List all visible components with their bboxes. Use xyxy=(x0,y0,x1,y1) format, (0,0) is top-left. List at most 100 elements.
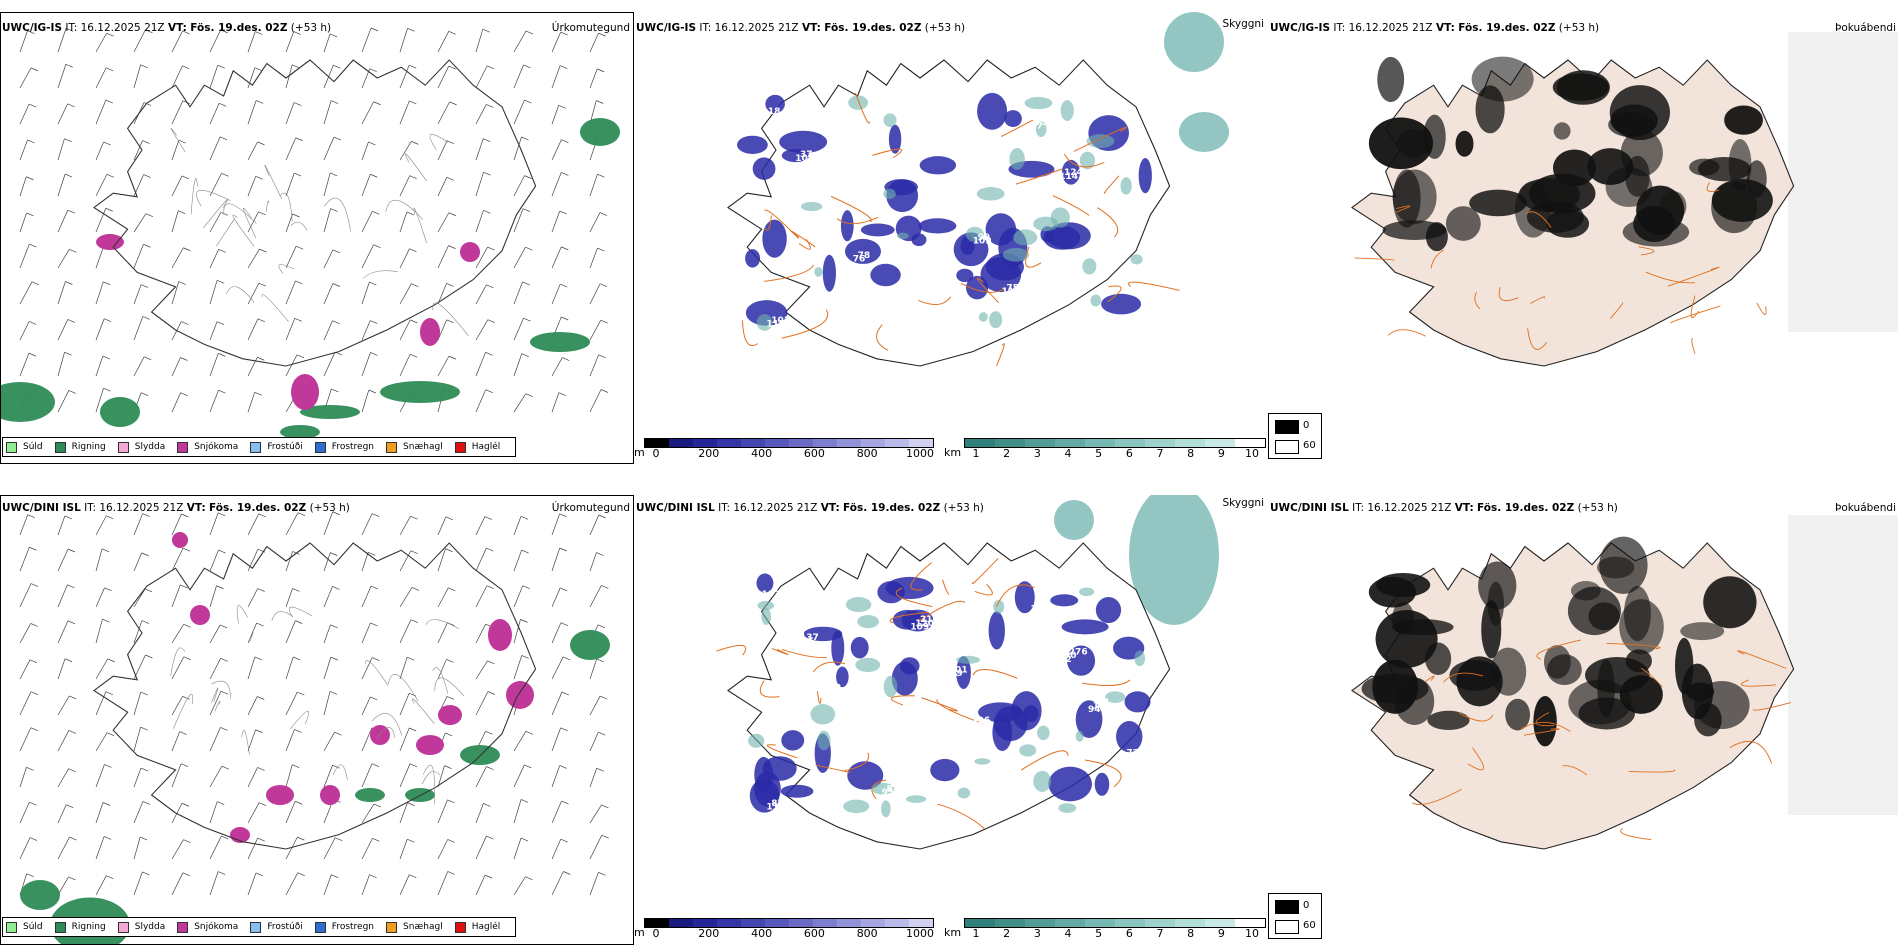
legend-item: Súld xyxy=(6,441,43,453)
ceiling-value-label: 114 xyxy=(1059,172,1078,182)
ceiling-value-label: 79 xyxy=(829,201,842,211)
colorbar-tick: 0 xyxy=(652,447,660,460)
ceiling-value-label: 99 xyxy=(978,233,991,243)
ceiling-value-label: 105 xyxy=(882,305,901,315)
ceiling-value-label: 87 xyxy=(886,784,899,794)
vt-value: Fös. 19.des. 02Z xyxy=(1477,502,1575,514)
ceiling-value-label: 164 xyxy=(1117,273,1136,283)
ceiling-value-label: 126 xyxy=(1002,770,1021,780)
it-label: IT: xyxy=(84,502,97,514)
ceiling-value-label: 195 xyxy=(795,637,814,647)
colorbar-tick: 200 xyxy=(698,447,720,460)
legend-swatch xyxy=(54,921,66,933)
ceiling-value-label: 72 xyxy=(915,136,928,146)
colorbar-tick: 7 xyxy=(1156,927,1164,940)
legend-item: Snjókoma xyxy=(177,441,238,453)
it-label: IT: xyxy=(718,502,731,514)
legend-label: Snæhagl xyxy=(403,922,443,932)
legend-label: Rigning xyxy=(71,922,106,932)
it-value: 16.12.2025 21Z xyxy=(99,502,184,514)
model-name: UWC/IG-IS xyxy=(636,22,697,34)
vt-label: VT: xyxy=(801,22,821,34)
legend-item: Rigning xyxy=(54,921,106,933)
vt-label: VT: xyxy=(1435,22,1455,34)
colorbar-tick: 5 xyxy=(1095,927,1103,940)
it-value: 16.12.2025 21Z xyxy=(733,502,818,514)
ceiling-value-label: 101 xyxy=(853,738,872,748)
legend-item: Frostúði xyxy=(250,441,303,453)
colorbar-tick: 200 xyxy=(698,927,720,940)
ceiling-value-label: 27 xyxy=(1030,121,1043,131)
ceiling-value-label: 75 xyxy=(1035,118,1048,128)
header-row2-panel2: UWC/DINI ISL IT: 16.12.2025 21Z VT: Fös.… xyxy=(636,502,984,514)
model-name: UWC/DINI ISL xyxy=(2,502,81,514)
header-row2-panel1: UWC/DINI ISL IT: 16.12.2025 21Z VT: Fös.… xyxy=(2,502,350,514)
ceiling-value-label: 117 xyxy=(939,673,958,683)
precip-type-panel-row1 xyxy=(0,12,634,464)
ceiling-value-label: 100 xyxy=(910,139,929,149)
vt-label: VT: xyxy=(820,502,840,514)
ceiling-value-label: 121 xyxy=(944,186,963,196)
ceiling-value-label: 129 xyxy=(944,669,963,679)
ceiling-value-label: 137 xyxy=(800,633,819,643)
colorbar-tick: 800 xyxy=(856,927,878,940)
lead-time: (+53 h) xyxy=(1577,502,1618,514)
it-value: 16.12.2025 21Z xyxy=(1348,22,1433,34)
ceiling-value-label: 95 xyxy=(882,788,895,798)
legend-swatch xyxy=(6,441,17,453)
ceiling-value-label: 90 xyxy=(1064,651,1077,661)
ceiling-value-label: 115 xyxy=(766,802,785,812)
lead-time: (+53 h) xyxy=(943,502,984,514)
legend-label: Súld xyxy=(23,442,43,452)
legend-label: Snjókoma xyxy=(194,922,239,932)
colorbar-tick: 400 xyxy=(751,447,773,460)
it-label: IT: xyxy=(699,22,712,34)
vt-value: Fös. 19.des. 02Z xyxy=(1458,22,1556,34)
ceiling-value-label: 109 xyxy=(973,237,992,247)
vt-label: VT: xyxy=(1454,502,1474,514)
legend-swatch xyxy=(117,921,129,933)
visibility-colorbar: km 1 2 3 4 5 6 7 8 9 10 xyxy=(944,918,1266,940)
ceiling-value-label: 106 xyxy=(1117,756,1136,766)
fog-panel-row2 xyxy=(1268,495,1900,945)
ceiling-value-label: 73 xyxy=(829,684,842,694)
header-row1-panel2: UWC/IG-IS IT: 16.12.2025 21Z VT: Fös. 19… xyxy=(636,22,965,34)
fog-legend-label: 0 xyxy=(1303,420,1310,431)
colorbar-strip xyxy=(644,438,934,448)
ceiling-value-label: 115 xyxy=(766,319,785,329)
colorbar-tick: 600 xyxy=(803,447,825,460)
panel-title-visibility-row1: Skyggni xyxy=(1222,18,1265,30)
panel-title-precip-row2: Úrkomutegund xyxy=(551,502,630,514)
colorbar-unit: km xyxy=(944,926,962,939)
ceiling-value-label: 100 xyxy=(1122,752,1141,762)
lead-time: (+53 h) xyxy=(309,502,350,514)
ceiling-value-label: 135 xyxy=(973,720,992,730)
visibility-map-row1: 118 100 164 100 109 105 114 76 27 111 110 102 109 115… xyxy=(727,12,1229,367)
legend-item: Súld xyxy=(6,921,43,933)
legend-label: Slydda xyxy=(134,922,166,932)
ceiling-value-label: 94 xyxy=(1088,705,1101,715)
legend-swatch xyxy=(250,921,262,933)
fog-map-row2 xyxy=(1351,515,1898,850)
legend-swatch xyxy=(454,441,466,453)
legend-label: Snæhagl xyxy=(403,442,443,452)
legend-item: Snjókoma xyxy=(177,921,239,933)
colorbar-tick: 2 xyxy=(1003,927,1011,940)
ceiling-value-label: 106 xyxy=(886,301,905,311)
ceiling-value-label: 210 xyxy=(920,615,939,625)
colorbar-tick: 0 xyxy=(652,927,660,940)
it-value: 16.12.2025 21Z xyxy=(1367,502,1452,514)
legend-item: Haglél xyxy=(454,921,500,933)
legend-swatch xyxy=(454,921,466,933)
ceiling-value-label: 87 xyxy=(771,799,784,809)
fog-legend-swatch xyxy=(1275,900,1299,914)
legend-swatch xyxy=(250,441,262,453)
legend-item: Rigning xyxy=(54,441,106,453)
header-row1-panel3: UWC/IG-IS IT: 16.12.2025 21Z VT: Fös. 19… xyxy=(1270,22,1599,34)
model-name: UWC/DINI ISL xyxy=(1270,502,1349,514)
ceiling-value-label: 109 xyxy=(1088,222,1107,232)
legend-label: Frostúði xyxy=(267,442,303,452)
ceiling-value-label: 84 xyxy=(949,183,962,193)
vt-value: Fös. 19.des. 02Z xyxy=(824,22,922,34)
legend-item: Frostregn xyxy=(314,921,374,933)
